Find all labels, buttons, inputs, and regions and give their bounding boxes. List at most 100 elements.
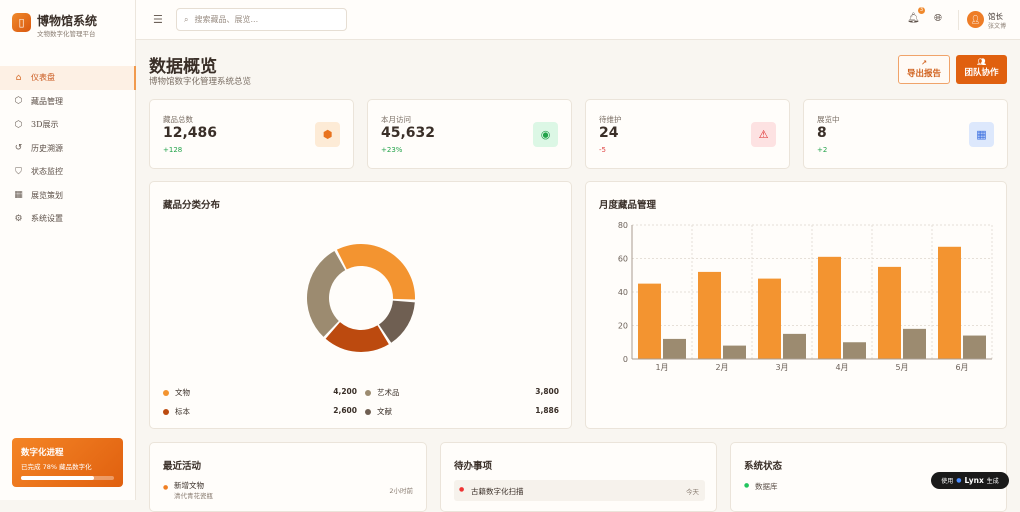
sidebar-item-2[interactable]: ⬡ 3D展示: [0, 113, 136, 137]
stat-value: 8: [817, 125, 827, 141]
y-tick-label: 20: [618, 322, 628, 331]
activity-item-time: 2小时前: [389, 487, 413, 495]
stat-label: 展览中: [817, 115, 840, 124]
sidebar-item-4[interactable]: ⛉ 状态监控: [0, 160, 136, 184]
sidebar-item-label: 3D展示: [31, 120, 59, 130]
x-tick-label: 3月: [775, 363, 788, 372]
recent-activity-card: 最近活动 ● 新增文物 清代青花瓷瓶 2小时前: [149, 442, 427, 512]
y-tick-label: 0: [623, 355, 628, 364]
bar-3月-series-1[interactable]: [783, 333, 806, 359]
sidebar-item-label: 仪表盘: [31, 73, 55, 83]
bar-1月-series-0[interactable]: [638, 283, 661, 359]
bar-2月-series-0[interactable]: [698, 271, 721, 359]
sidebar-item-label: 历史溯源: [31, 143, 63, 153]
stat-value: 12,486: [163, 125, 218, 141]
legend-value: 4,200: [333, 387, 357, 396]
stat-card: 展览中 8 +2 ▦: [803, 99, 1008, 169]
y-tick-label: 40: [618, 288, 628, 297]
bell-icon[interactable]: 🔔︎: [907, 13, 920, 24]
page-subtitle: 博物馆数字化管理系统总览: [149, 77, 252, 87]
lynx-logo-icon: ●: [956, 477, 962, 484]
stat-value: 45,632: [381, 125, 436, 141]
user-name: 馆长: [988, 12, 1003, 21]
eye-icon: ◉: [533, 122, 558, 147]
bar-6月-series-0[interactable]: [938, 246, 961, 359]
sidebar-item-1[interactable]: ⬡ 藏品管理: [0, 90, 136, 114]
system-item-label: 数据库: [755, 482, 778, 491]
history-icon: ↺: [14, 143, 23, 154]
stat-card: 待维护 24 -5 ⚠: [585, 99, 790, 169]
donut-chart: [307, 244, 415, 352]
page-title: 数据概览: [149, 57, 217, 77]
globe-icon[interactable]: 🌐︎: [934, 13, 942, 24]
stat-card: 藏品总数 12,486 +128 ⬢: [149, 99, 354, 169]
x-tick-label: 5月: [895, 363, 908, 372]
legend-dot: [163, 389, 169, 396]
bar-2月-series-1[interactable]: [723, 345, 746, 359]
legend-dot: [163, 408, 169, 415]
x-tick-label: 1月: [655, 363, 668, 372]
legend-item: 文物: [163, 387, 190, 398]
sidebar-nav: ⌂ 仪表盘 ⬡ 藏品管理 ⬡ 3D展示 ↺ 历史溯源 ⛉ 状态监控 ▦ 展览策划 ⚙ 系统设置: [0, 66, 136, 231]
stat-label: 待维护: [599, 115, 622, 124]
x-tick-label: 4月: [835, 363, 848, 372]
donut-slice-艺术品[interactable]: [307, 251, 346, 337]
digitization-progress-card: 数字化进程 已完成 78% 藏品数字化: [12, 438, 123, 487]
stat-value: 24: [599, 125, 619, 141]
sidebar-item-0[interactable]: ⌂ 仪表盘: [0, 66, 136, 90]
stat-label: 藏品总数: [163, 115, 193, 124]
activity-dot: ●: [163, 484, 169, 491]
todo-due: 今天: [686, 488, 699, 496]
sidebar-item-label: 状态监控: [31, 167, 63, 177]
todo-title: 待办事项: [454, 461, 493, 472]
lynx-badge[interactable]: 使用 ● Lynx 生成: [931, 472, 1009, 489]
legend-label: 艺术品: [377, 388, 400, 397]
legend-label: 标本: [175, 407, 190, 416]
sidebar-item-label: 系统设置: [31, 214, 63, 224]
top-header: ☰ ⌕ 搜索藏品、展览...: [136, 0, 1020, 40]
sidebar-item-3[interactable]: ↺ 历史溯源: [0, 137, 136, 161]
user-role: 张文博: [988, 23, 1007, 30]
status-dot: ●: [744, 482, 750, 489]
team-collab-button[interactable]: 👥︎ 团队协作: [956, 55, 1007, 84]
todo-item[interactable]: ● 古籍数字化扫描 今天: [454, 480, 705, 501]
sidebar-item-5[interactable]: ▦ 展览策划: [0, 184, 136, 208]
legend-dot: [365, 408, 371, 415]
donut-slice-标本[interactable]: [325, 322, 389, 352]
menu-icon[interactable]: ☰: [153, 13, 163, 26]
bar-6月-series-1[interactable]: [963, 335, 986, 359]
donut-title: 藏品分类分布: [163, 200, 221, 211]
gear-icon: ⚙: [14, 213, 23, 224]
search-placeholder: 搜索藏品、展览...: [194, 15, 259, 24]
bar-5月-series-1[interactable]: [903, 328, 926, 359]
search-input[interactable]: ⌕ 搜索藏品、展览...: [176, 8, 347, 31]
calendar-icon: ▦: [14, 190, 23, 201]
donut-slice-文物[interactable]: [336, 244, 415, 300]
lynx-suffix: 生成: [986, 478, 999, 485]
stat-change: +128: [163, 146, 183, 154]
stat-change: -5: [599, 146, 606, 154]
sidebar-item-6[interactable]: ⚙ 系统设置: [0, 207, 136, 231]
bar-4月-series-0[interactable]: [818, 256, 841, 359]
bar-3月-series-0[interactable]: [758, 278, 781, 359]
bar-chart: 0 20 40 60 80 1月 2月 3月 4月 5月 6月: [618, 221, 993, 372]
priority-dot: ●: [459, 486, 465, 493]
bar-chart-title: 月度藏品管理: [599, 200, 657, 211]
avatar[interactable]: 👤︎: [967, 11, 984, 28]
bar-4月-series-1[interactable]: [843, 342, 866, 359]
legend-value: 2,600: [333, 406, 357, 415]
alert-icon: ⚠: [751, 122, 776, 147]
trending-up-icon: ↗: [921, 59, 927, 67]
progress-bar-fill: [21, 476, 94, 480]
export-report-button[interactable]: ↗ 导出报告: [898, 55, 950, 84]
todo-label: 古籍数字化扫描: [471, 487, 524, 496]
legend-label: 文物: [175, 388, 190, 397]
book-logo-icon: ▯: [12, 13, 31, 32]
legend-item: 文献: [365, 406, 392, 417]
home-icon: ⌂: [15, 72, 22, 83]
y-tick-label: 60: [618, 255, 628, 264]
bar-1月-series-1[interactable]: [663, 338, 686, 359]
category-distribution-card: 藏品分类分布 文物 4,200 艺术品 3,800 标本 2,600 文献 1,886: [149, 181, 572, 429]
donut-slice-文献[interactable]: [378, 300, 415, 343]
bar-5月-series-0[interactable]: [878, 266, 901, 359]
